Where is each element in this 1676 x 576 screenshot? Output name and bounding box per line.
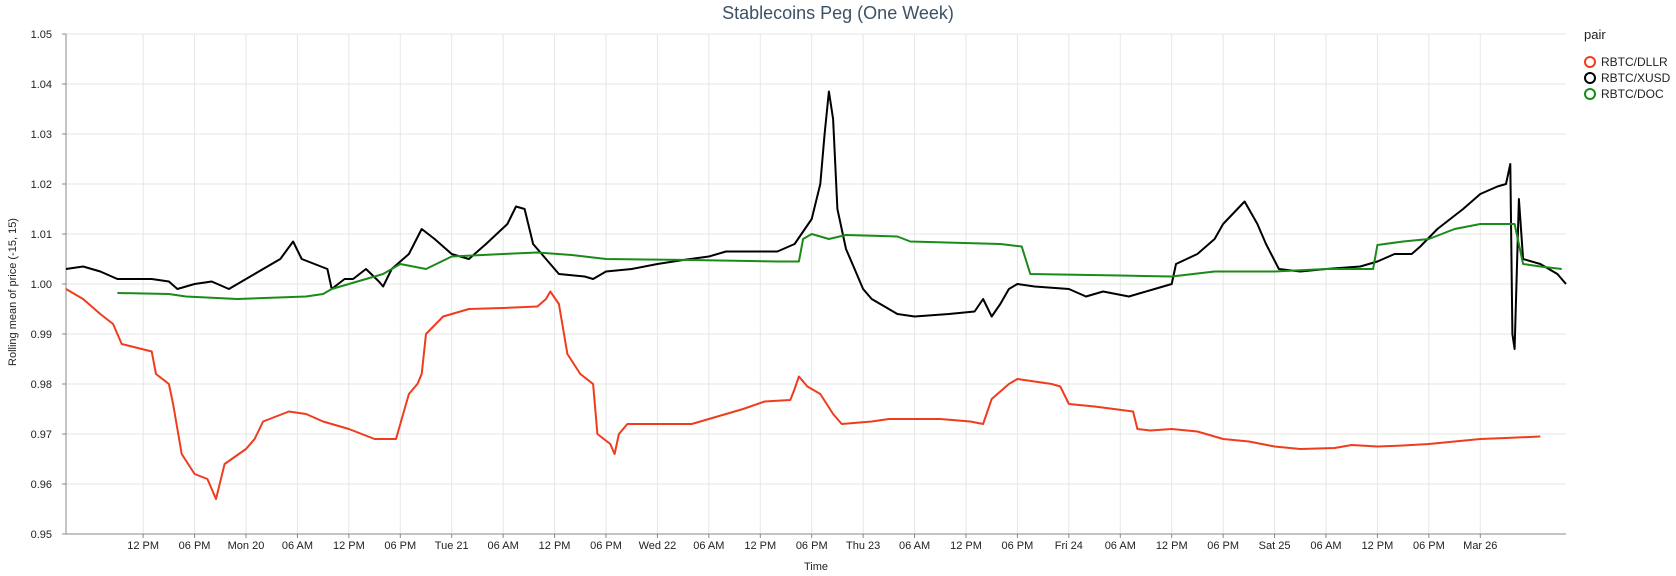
series-line-rbtc-xusd [65, 90, 1567, 350]
x-tick-label: 12 PM [539, 540, 571, 552]
y-tick-label: 0.95 [31, 529, 52, 541]
x-tick-label: Mon 20 [228, 540, 265, 552]
x-tick-label: Sat 25 [1259, 540, 1291, 552]
y-tick-label: 1.05 [31, 29, 52, 41]
chart-title: Stablecoins Peg (One Week) [722, 3, 954, 23]
axes: 0.95 0.96 0.97 0.98 0.99 1.00 1.01 1.02 1.03 1.04… [31, 29, 1566, 552]
x-tick-label: 12 PM [333, 540, 365, 552]
legend-marker-icon [1584, 72, 1596, 84]
x-tick-label: 06 PM [1207, 540, 1239, 552]
x-tick-label: Thu 23 [846, 540, 880, 552]
y-tick-label: 1.03 [31, 129, 52, 141]
x-tick-label: 12 PM [950, 540, 982, 552]
x-tick-label: 06 PM [796, 540, 828, 552]
x-tick-label: 06 PM [384, 540, 416, 552]
legend-marker-icon [1584, 56, 1596, 68]
x-tick-label: Wed 22 [639, 540, 677, 552]
y-tick-label: 1.01 [31, 229, 52, 241]
legend[interactable]: pair RBTC/DLLR RBTC/XUSD RBTC/DOC [1584, 27, 1671, 101]
x-tick-label: Fri 24 [1055, 540, 1083, 552]
y-tick-label: 0.99 [31, 329, 52, 341]
series-line-rbtc-doc [117, 223, 1562, 300]
y-tick-label: 0.96 [31, 479, 52, 491]
grid [66, 33, 1566, 535]
x-tick-label: Mar 26 [1463, 540, 1497, 552]
x-tick-label: 06 PM [1413, 540, 1445, 552]
y-tick-label: 0.97 [31, 429, 52, 441]
y-tick-label: 1.02 [31, 179, 52, 191]
x-tick-label: 06 AM [1105, 540, 1136, 552]
series-line-rbtc-dllr [65, 288, 1541, 500]
x-tick-label: 06 AM [1310, 540, 1341, 552]
x-tick-label: 06 AM [899, 540, 930, 552]
y-axis-title: Rolling mean of price (-15, 15) [7, 218, 19, 366]
x-axis-title: Time [804, 561, 828, 573]
legend-marker-icon [1584, 88, 1596, 100]
x-tick-label: 06 PM [179, 540, 211, 552]
legend-item-label: RBTC/XUSD [1601, 71, 1671, 85]
legend-item-label: RBTC/DOC [1601, 87, 1664, 101]
y-tick-label: 0.98 [31, 379, 52, 391]
x-tick-label: 12 PM [1156, 540, 1188, 552]
x-tick-label: Tue 21 [435, 540, 469, 552]
x-tick-label: 06 PM [590, 540, 622, 552]
series-lines [65, 90, 1567, 500]
x-tick-label: 12 PM [127, 540, 159, 552]
x-tick-label: 06 AM [488, 540, 519, 552]
x-tick-label: 12 PM [744, 540, 776, 552]
x-tick-label: 06 AM [282, 540, 313, 552]
legend-title: pair [1584, 27, 1606, 42]
y-tick-label: 1.00 [31, 279, 52, 291]
x-tick-label: 06 AM [693, 540, 724, 552]
y-tick-label: 1.04 [31, 79, 52, 91]
x-tick-label: 12 PM [1362, 540, 1394, 552]
legend-item-label: RBTC/DLLR [1601, 55, 1668, 69]
x-tick-label: 06 PM [1002, 540, 1034, 552]
